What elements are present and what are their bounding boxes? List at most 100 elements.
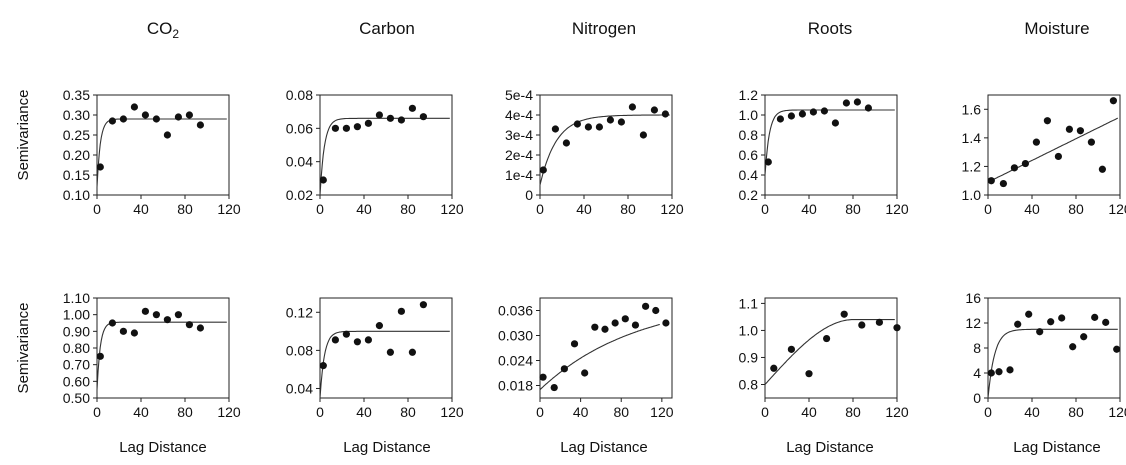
data-point: [573, 120, 582, 128]
data-point: [809, 108, 818, 116]
data-point: [152, 311, 160, 319]
data-point: [1091, 313, 1099, 321]
data-point: [1087, 138, 1095, 146]
x-tick-label: 0: [93, 201, 101, 217]
data-point: [119, 115, 127, 123]
data-point: [1109, 97, 1117, 105]
data-point: [999, 179, 1008, 188]
data-point: [342, 124, 350, 132]
data-point: [1021, 159, 1029, 168]
y-tick-label: 1.0: [739, 107, 759, 123]
y-tick-label: 0.12: [286, 304, 313, 320]
fit-curve: [539, 323, 660, 391]
column-title-moisture: Moisture: [1024, 19, 1089, 38]
data-point: [840, 310, 848, 318]
y-tick-label: 0.4: [739, 167, 759, 183]
data-point: [130, 103, 138, 111]
data-point: [1102, 318, 1110, 326]
y-tick-label: 1e-4: [505, 167, 533, 183]
data-point: [196, 121, 204, 129]
y-tick-label: 0.25: [63, 127, 90, 143]
data-point: [163, 131, 171, 139]
fit-curve: [539, 114, 670, 186]
y-tick-label: 1.2: [739, 87, 759, 103]
data-point: [652, 306, 660, 315]
data-point: [570, 340, 579, 348]
y-tick-label: 4: [973, 365, 981, 381]
data-point: [875, 318, 884, 326]
y-tick-label: 2e-4: [505, 147, 533, 163]
panel-r1c4: 0 40 80 120 1.2 1.0 0.8 0.6 0.4 0.2: [739, 87, 909, 217]
data-point: [601, 325, 609, 333]
y-tick-label: 3e-4: [505, 127, 533, 143]
x-tick-label: 120: [1108, 404, 1126, 420]
data-point: [397, 307, 405, 315]
x-tick-label: 120: [217, 201, 241, 217]
y-axis-label-row2: Semivariance: [15, 303, 32, 394]
fit-curve: [319, 330, 450, 399]
data-point: [893, 324, 901, 332]
data-point: [174, 311, 182, 319]
y-tick-label: 0.60: [63, 373, 90, 389]
data-point: [591, 323, 599, 331]
plot-frame: [987, 297, 1121, 399]
x-tick-label: 0: [984, 201, 992, 217]
panel-r2c4: 0 40 80 120 1.1 1.0 0.9 0.8: [739, 295, 909, 420]
y-tick-label: 0.20: [63, 147, 90, 163]
y-tick-label: 1.6: [962, 101, 982, 117]
y-tick-label: 0.04: [286, 380, 313, 396]
data-point: [1054, 152, 1062, 161]
data-point: [770, 364, 778, 372]
x-axis-label-col3: Lag Distance: [560, 439, 648, 456]
data-point: [787, 345, 796, 353]
data-point: [1006, 366, 1014, 374]
x-axis-label-col5: Lag Distance: [1013, 439, 1101, 456]
y-tick-label: 0.9: [739, 349, 759, 365]
x-tick-label: 80: [177, 404, 193, 420]
x-tick-label: 40: [576, 201, 592, 217]
data-point: [560, 365, 568, 373]
data-point: [108, 319, 116, 327]
y-tick-label: 0.2: [739, 187, 759, 203]
y-tick-label: 1.00: [63, 307, 90, 323]
data-point: [1065, 125, 1073, 133]
data-point: [642, 302, 650, 310]
data-point: [1113, 345, 1121, 353]
x-tick-label: 40: [801, 201, 817, 217]
y-tick-label: 0.04: [286, 154, 313, 170]
data-point: [987, 369, 995, 377]
data-point: [353, 123, 361, 131]
data-point: [331, 124, 339, 132]
x-tick-label: 80: [1068, 404, 1084, 420]
data-point: [662, 319, 670, 327]
data-point: [595, 123, 604, 131]
data-point: [1014, 320, 1022, 328]
panel-r2c2: 0 40 80 120 0.12 0.08 0.04: [286, 297, 464, 420]
data-point: [621, 315, 629, 323]
column-title-nitrogen: Nitrogen: [572, 19, 636, 38]
data-point: [185, 111, 193, 119]
fit-curve: [96, 321, 227, 390]
data-point: [617, 118, 626, 126]
data-point: [842, 99, 851, 107]
data-point: [661, 110, 670, 118]
data-point: [1043, 117, 1051, 125]
x-axis-label-col4: Lag Distance: [786, 439, 874, 456]
x-tick-label: 0: [316, 201, 324, 217]
data-point: [776, 115, 785, 123]
plot-frame: [539, 297, 673, 399]
y-tick-label: 8: [973, 340, 981, 356]
data-point: [375, 322, 383, 330]
x-tick-label: 120: [217, 404, 241, 420]
data-point: [331, 336, 339, 344]
data-point: [650, 106, 659, 114]
x-tick-label: 120: [1108, 201, 1126, 217]
panel-r1c3: 0 40 80 120 5e-4 4e-4 3e-4 2e-4 1e-4 0: [505, 87, 684, 217]
data-point: [196, 324, 204, 332]
x-tick-label: 120: [885, 201, 909, 217]
x-tick-label: 80: [1068, 201, 1084, 217]
data-point: [163, 316, 171, 324]
y-tick-label: 1.0: [739, 322, 759, 338]
data-point: [798, 110, 807, 118]
data-point: [185, 321, 193, 329]
